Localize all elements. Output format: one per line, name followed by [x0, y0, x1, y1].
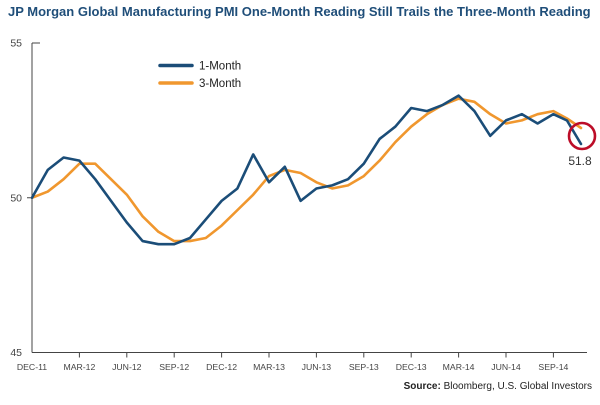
svg-text:MAR-14: MAR-14: [443, 362, 475, 372]
svg-text:JUN-14: JUN-14: [491, 362, 521, 372]
svg-text:50: 50: [10, 192, 22, 204]
svg-text:51.8: 51.8: [568, 154, 592, 168]
svg-text:1-Month: 1-Month: [199, 61, 241, 73]
svg-text:MAR-13: MAR-13: [253, 362, 285, 372]
svg-text:JUN-12: JUN-12: [112, 362, 142, 372]
svg-text:DEC-11: DEC-11: [17, 362, 47, 372]
svg-text:SEP-14: SEP-14: [538, 362, 568, 372]
svg-text:SEP-13: SEP-13: [349, 362, 379, 372]
svg-text:MAR-12: MAR-12: [63, 362, 95, 372]
svg-text:45: 45: [10, 347, 22, 359]
svg-text:DEC-12: DEC-12: [206, 362, 237, 372]
svg-text:SEP-12: SEP-12: [159, 362, 189, 372]
svg-text:DEC-13: DEC-13: [396, 362, 427, 372]
svg-text:3-Month: 3-Month: [199, 78, 241, 90]
svg-text:55: 55: [10, 38, 22, 50]
svg-text:JUN-13: JUN-13: [302, 362, 332, 372]
